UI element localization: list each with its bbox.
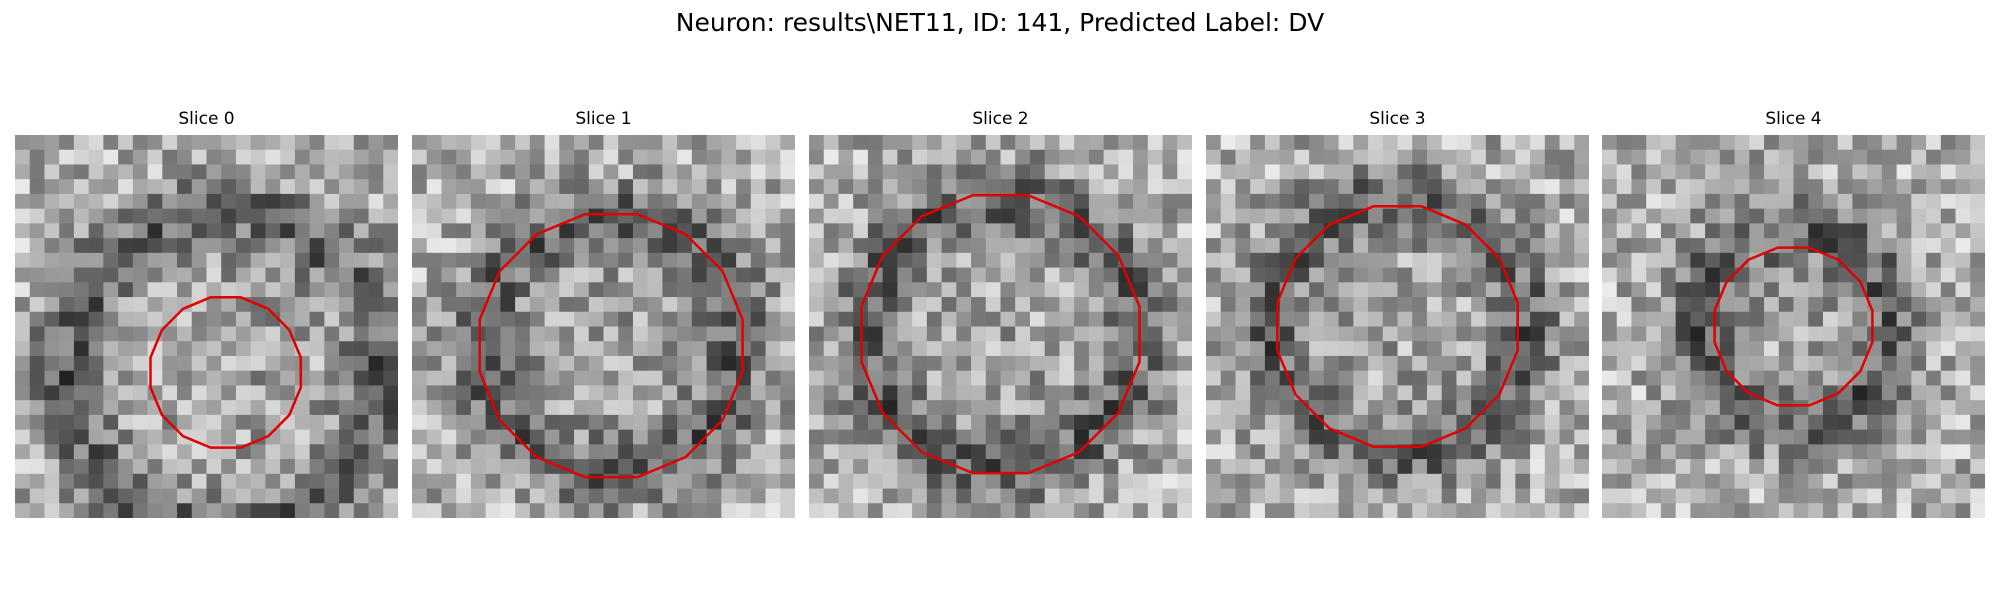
slice-image-3 [1206,135,1589,518]
slice-title-0: Slice 0 [178,109,235,129]
slice-title-1: Slice 1 [575,109,632,129]
slice-image-1 [412,135,795,518]
segmentation-contour-3 [1276,205,1519,448]
slice-image-2 [809,135,1192,518]
slice-panel-2: Slice 2 [809,109,1192,519]
slice-image-0 [15,135,398,518]
figure-title: Neuron: results\NET11, ID: 141, Predicte… [675,8,1325,37]
slice-panel-1: Slice 1 [412,109,795,519]
slice-panel-0: Slice 0 [15,109,398,519]
segmentation-contour-1 [478,212,744,479]
slice-title-4: Slice 4 [1765,109,1822,129]
slice-image-4 [1602,135,1985,518]
slice-title-3: Slice 3 [1369,109,1426,129]
slice-panel-3: Slice 3 [1206,109,1589,519]
slice-panel-4: Slice 4 [1602,109,1985,519]
segmentation-contour-0 [149,296,303,449]
segmentation-contour-2 [860,193,1141,475]
segmentation-contour-4 [1713,246,1874,407]
slice-title-2: Slice 2 [972,109,1029,129]
